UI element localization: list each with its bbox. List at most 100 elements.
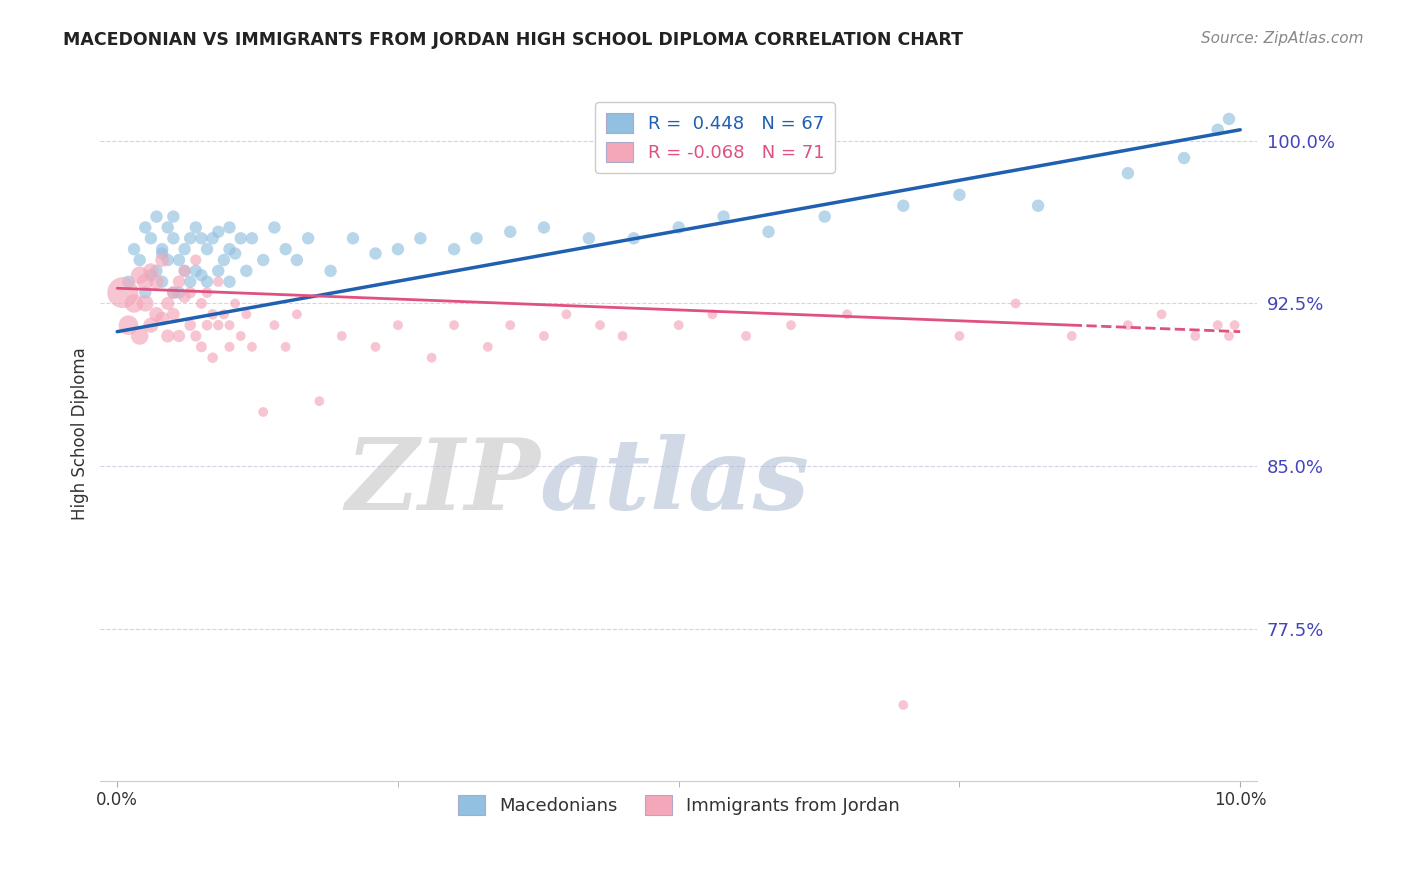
Point [184,253,207,268]
Point [207,275,229,289]
Point [218,340,240,354]
Point [713,210,735,224]
Point [162,285,184,300]
Point [837,307,859,321]
Point [122,296,145,310]
Point [668,220,690,235]
Point [179,231,201,245]
Point [297,231,319,245]
Point [139,231,162,245]
Point [235,264,257,278]
Point [285,253,308,268]
Point [387,242,409,256]
Point [1173,151,1195,165]
Point [364,246,387,260]
Point [117,318,139,333]
Point [465,231,488,245]
Point [134,275,156,289]
Point [218,318,240,333]
Point [443,318,465,333]
Point [224,296,246,310]
Point [190,340,212,354]
Point [167,253,190,268]
Point [128,329,150,343]
Point [173,264,195,278]
Point [139,318,162,333]
Point [145,275,167,289]
Point [1184,329,1206,343]
Point [319,264,342,278]
Point [252,253,274,268]
Point [190,296,212,310]
Point [499,225,522,239]
Point [201,307,224,321]
Point [207,318,229,333]
Point [167,275,190,289]
Point [555,307,578,321]
Point [330,329,353,343]
Point [162,307,184,321]
Point [156,296,179,310]
Point [285,307,308,321]
Point [533,220,555,235]
Point [780,318,803,333]
Point [184,329,207,343]
Point [702,307,724,321]
Point [218,242,240,256]
Point [156,329,179,343]
Point [1060,329,1083,343]
Point [173,290,195,304]
Point [184,220,207,235]
Point [162,231,184,245]
Point [195,275,218,289]
Point [499,318,522,333]
Point [122,242,145,256]
Point [1116,166,1139,180]
Point [263,318,285,333]
Point [162,210,184,224]
Point [167,329,190,343]
Point [364,340,387,354]
Point [1218,112,1240,126]
Point [212,253,235,268]
Point [252,405,274,419]
Point [387,318,409,333]
Legend: Macedonians, Immigrants from Jordan: Macedonians, Immigrants from Jordan [449,786,908,824]
Point [150,246,173,260]
Point [533,329,555,343]
Point [195,285,218,300]
Y-axis label: High School Diploma: High School Diploma [72,347,89,520]
Point [263,220,285,235]
Point [420,351,443,365]
Point [117,275,139,289]
Point [207,225,229,239]
Point [1223,318,1246,333]
Point [139,268,162,283]
Point [145,210,167,224]
Point [145,264,167,278]
Text: Source: ZipAtlas.com: Source: ZipAtlas.com [1201,31,1364,46]
Point [274,242,297,256]
Point [1218,329,1240,343]
Point [134,285,156,300]
Point [229,329,252,343]
Point [623,231,645,245]
Point [195,242,218,256]
Point [156,220,179,235]
Point [150,242,173,256]
Point [150,253,173,268]
Point [150,311,173,326]
Point [145,307,167,321]
Point [668,318,690,333]
Point [342,231,364,245]
Point [150,275,173,289]
Point [128,253,150,268]
Point [948,187,970,202]
Point [167,285,190,300]
Point [139,264,162,278]
Point [190,268,212,283]
Point [195,318,218,333]
Point [443,242,465,256]
Point [1206,122,1229,136]
Point [1026,199,1049,213]
